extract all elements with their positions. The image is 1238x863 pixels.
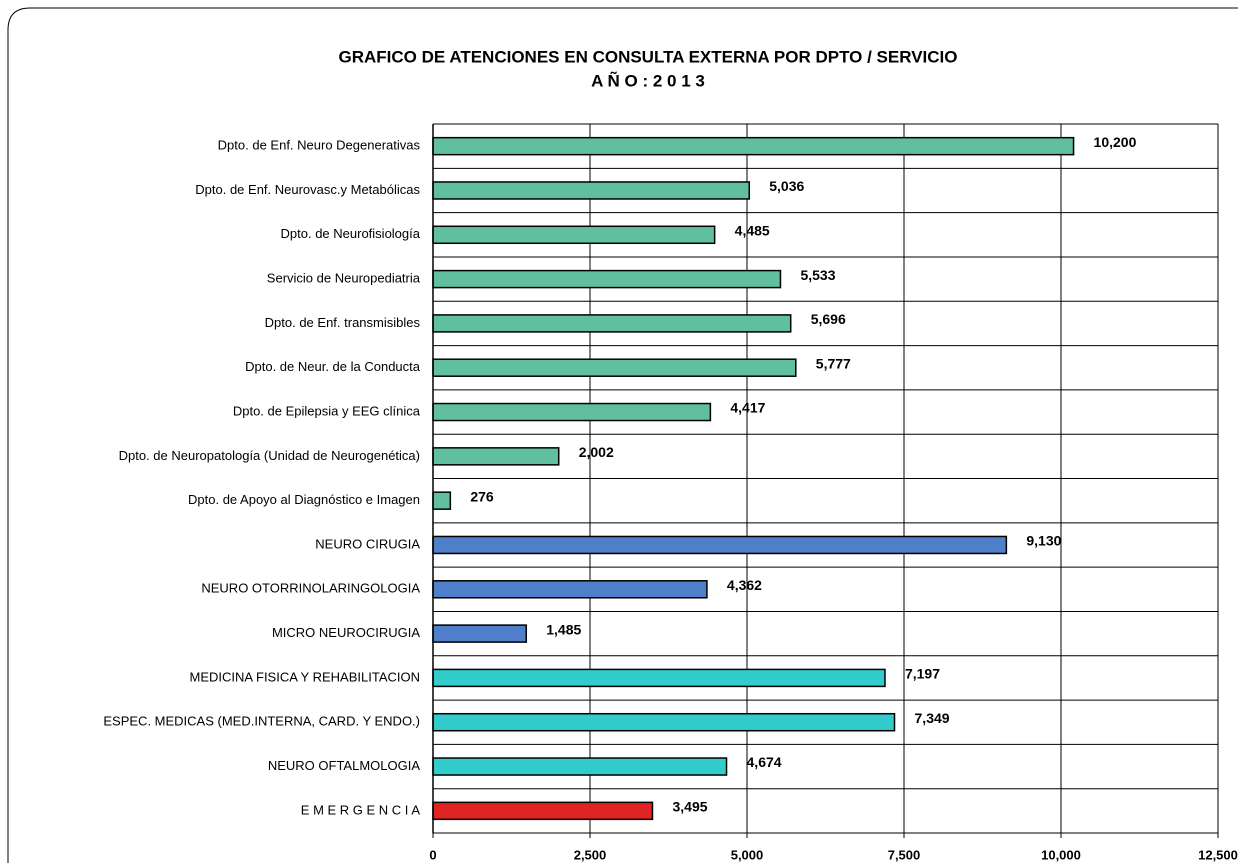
y-tick-label: Dpto. de Neuropatología (Unidad de Neuro… <box>119 448 420 463</box>
chart-title: GRAFICO DE ATENCIONES EN CONSULTA EXTERN… <box>339 47 958 66</box>
bar <box>432 668 886 688</box>
value-label: 7,349 <box>915 710 950 726</box>
value-label: 4,485 <box>735 222 770 238</box>
bar <box>432 402 712 422</box>
bar <box>432 447 560 466</box>
value-label: 10,200 <box>1094 134 1137 150</box>
y-tick-label: MICRO NEUROCIRUGIA <box>272 625 420 640</box>
y-tick-label: Dpto. de Enf. Neuro Degenerativas <box>218 138 421 153</box>
value-label: 5,036 <box>769 178 804 194</box>
x-tick-label: 0 <box>429 847 436 862</box>
x-tick-label: 10,000 <box>1041 847 1081 862</box>
bar <box>432 624 528 643</box>
y-tick-label: Dpto. de Epilepsia y EEG clínica <box>233 403 421 418</box>
bar <box>432 580 708 599</box>
bar <box>432 358 797 377</box>
y-tick-label: Dpto. de Enf. transmisibles <box>265 315 421 330</box>
value-label: 4,362 <box>727 577 762 593</box>
value-label: 5,777 <box>816 355 851 371</box>
bar <box>432 314 792 333</box>
y-tick-label: E M E R G E N C I A <box>301 802 421 817</box>
bar <box>432 181 751 200</box>
bar <box>432 269 782 289</box>
x-tick-label: 2,500 <box>574 847 607 862</box>
value-label: 4,674 <box>747 754 782 770</box>
bar <box>432 225 716 245</box>
bar <box>432 801 654 821</box>
y-tick-label: ESPEC. MEDICAS (MED.INTERNA, CARD. Y END… <box>103 714 420 729</box>
value-label: 1,485 <box>546 621 581 637</box>
value-label: 276 <box>470 488 494 504</box>
bar <box>432 757 728 776</box>
chart-subtitle: A Ñ O : 2 0 1 3 <box>591 70 705 90</box>
bar <box>432 136 1075 156</box>
y-tick-label: Dpto. de Neur. de la Conducta <box>245 359 421 374</box>
y-tick-label: Dpto. de Neurofisiología <box>281 226 421 241</box>
x-tick-label: 12,500 <box>1198 847 1238 862</box>
y-tick-label: NEURO OTORRINOLARINGOLOGIA <box>201 581 420 596</box>
value-label: 2,002 <box>579 444 614 460</box>
x-tick-label: 7,500 <box>888 847 921 862</box>
y-tick-label: Servicio de Neuropediatria <box>267 271 421 286</box>
bar <box>432 535 1008 555</box>
y-tick-label: NEURO OFTALMOLOGIA <box>268 758 420 773</box>
value-label: 5,533 <box>800 267 835 283</box>
value-label: 7,197 <box>905 666 940 682</box>
y-tick-label: NEURO CIRUGIA <box>315 536 420 551</box>
y-tick-label: MEDICINA FISICA Y REHABILITACION <box>190 669 420 684</box>
value-label: 3,495 <box>672 799 707 815</box>
y-tick-label: Dpto. de Apoyo al Diagnóstico e Imagen <box>188 492 420 507</box>
bar <box>432 712 896 732</box>
frame <box>7 7 1238 863</box>
value-label: 5,696 <box>811 311 846 327</box>
bar <box>432 491 452 510</box>
y-tick-label: Dpto. de Enf. Neurovasc.y Metabólicas <box>195 182 420 197</box>
value-label: 9,130 <box>1026 533 1061 549</box>
x-tick-label: 5,000 <box>731 847 764 862</box>
value-label: 4,417 <box>730 400 765 416</box>
